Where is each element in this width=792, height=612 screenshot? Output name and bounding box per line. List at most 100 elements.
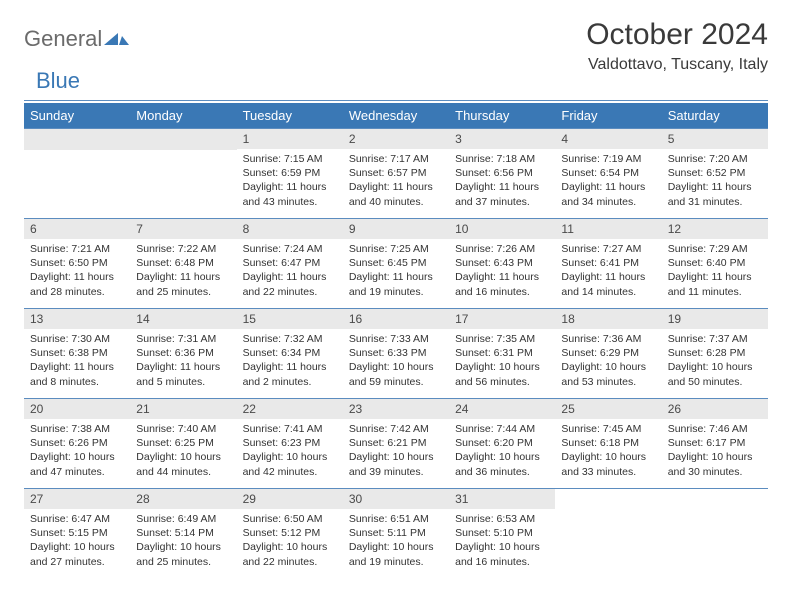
day-details: Sunrise: 7:19 AMSunset: 6:54 PMDaylight:… bbox=[555, 149, 661, 215]
empty-day-header bbox=[130, 129, 236, 150]
calendar-day: 30Sunrise: 6:51 AMSunset: 5:11 PMDayligh… bbox=[343, 489, 449, 579]
calendar-empty bbox=[130, 129, 236, 219]
day-number: 29 bbox=[237, 489, 343, 509]
top-rule bbox=[24, 100, 768, 101]
calendar-day: 10Sunrise: 7:26 AMSunset: 6:43 PMDayligh… bbox=[449, 219, 555, 309]
calendar-row: 20Sunrise: 7:38 AMSunset: 6:26 PMDayligh… bbox=[24, 399, 768, 489]
day-number: 20 bbox=[24, 399, 130, 419]
day-details: Sunrise: 6:49 AMSunset: 5:14 PMDaylight:… bbox=[130, 509, 236, 575]
day-number: 9 bbox=[343, 219, 449, 239]
day-details: Sunrise: 7:44 AMSunset: 6:20 PMDaylight:… bbox=[449, 419, 555, 485]
day-details: Sunrise: 7:41 AMSunset: 6:23 PMDaylight:… bbox=[237, 419, 343, 485]
day-details: Sunrise: 7:22 AMSunset: 6:48 PMDaylight:… bbox=[130, 239, 236, 305]
day-details: Sunrise: 7:17 AMSunset: 6:57 PMDaylight:… bbox=[343, 149, 449, 215]
calendar-row: 27Sunrise: 6:47 AMSunset: 5:15 PMDayligh… bbox=[24, 489, 768, 579]
calendar-day: 23Sunrise: 7:42 AMSunset: 6:21 PMDayligh… bbox=[343, 399, 449, 489]
day-details: Sunrise: 7:33 AMSunset: 6:33 PMDaylight:… bbox=[343, 329, 449, 395]
day-number: 4 bbox=[555, 129, 661, 149]
calendar-day: 14Sunrise: 7:31 AMSunset: 6:36 PMDayligh… bbox=[130, 309, 236, 399]
calendar-row: 6Sunrise: 7:21 AMSunset: 6:50 PMDaylight… bbox=[24, 219, 768, 309]
day-number: 27 bbox=[24, 489, 130, 509]
day-details: Sunrise: 7:37 AMSunset: 6:28 PMDaylight:… bbox=[662, 329, 768, 395]
day-details: Sunrise: 7:18 AMSunset: 6:56 PMDaylight:… bbox=[449, 149, 555, 215]
calendar-day: 5Sunrise: 7:20 AMSunset: 6:52 PMDaylight… bbox=[662, 129, 768, 219]
weekday-header-row: SundayMondayTuesdayWednesdayThursdayFrid… bbox=[24, 103, 768, 129]
calendar-day: 9Sunrise: 7:25 AMSunset: 6:45 PMDaylight… bbox=[343, 219, 449, 309]
day-details: Sunrise: 7:32 AMSunset: 6:34 PMDaylight:… bbox=[237, 329, 343, 395]
day-details: Sunrise: 7:42 AMSunset: 6:21 PMDaylight:… bbox=[343, 419, 449, 485]
calendar-day: 11Sunrise: 7:27 AMSunset: 6:41 PMDayligh… bbox=[555, 219, 661, 309]
day-number: 22 bbox=[237, 399, 343, 419]
calendar-day: 7Sunrise: 7:22 AMSunset: 6:48 PMDaylight… bbox=[130, 219, 236, 309]
day-number: 30 bbox=[343, 489, 449, 509]
day-details: Sunrise: 7:26 AMSunset: 6:43 PMDaylight:… bbox=[449, 239, 555, 305]
day-details: Sunrise: 6:50 AMSunset: 5:12 PMDaylight:… bbox=[237, 509, 343, 575]
calendar-empty bbox=[555, 489, 661, 579]
day-details: Sunrise: 7:45 AMSunset: 6:18 PMDaylight:… bbox=[555, 419, 661, 485]
day-number: 1 bbox=[237, 129, 343, 149]
day-number: 25 bbox=[555, 399, 661, 419]
calendar-day: 3Sunrise: 7:18 AMSunset: 6:56 PMDaylight… bbox=[449, 129, 555, 219]
calendar-day: 15Sunrise: 7:32 AMSunset: 6:34 PMDayligh… bbox=[237, 309, 343, 399]
day-details: Sunrise: 6:51 AMSunset: 5:11 PMDaylight:… bbox=[343, 509, 449, 575]
month-title: October 2024 bbox=[586, 18, 768, 52]
weekday-header: Wednesday bbox=[343, 103, 449, 129]
calendar-day: 29Sunrise: 6:50 AMSunset: 5:12 PMDayligh… bbox=[237, 489, 343, 579]
day-number: 23 bbox=[343, 399, 449, 419]
brand-text-1: General bbox=[24, 26, 102, 52]
calendar-day: 28Sunrise: 6:49 AMSunset: 5:14 PMDayligh… bbox=[130, 489, 236, 579]
day-number: 17 bbox=[449, 309, 555, 329]
calendar-day: 12Sunrise: 7:29 AMSunset: 6:40 PMDayligh… bbox=[662, 219, 768, 309]
calendar-day: 24Sunrise: 7:44 AMSunset: 6:20 PMDayligh… bbox=[449, 399, 555, 489]
day-details: Sunrise: 7:35 AMSunset: 6:31 PMDaylight:… bbox=[449, 329, 555, 395]
day-details: Sunrise: 7:24 AMSunset: 6:47 PMDaylight:… bbox=[237, 239, 343, 305]
calendar-row: 13Sunrise: 7:30 AMSunset: 6:38 PMDayligh… bbox=[24, 309, 768, 399]
day-details: Sunrise: 7:27 AMSunset: 6:41 PMDaylight:… bbox=[555, 239, 661, 305]
calendar-day: 2Sunrise: 7:17 AMSunset: 6:57 PMDaylight… bbox=[343, 129, 449, 219]
weekday-header: Sunday bbox=[24, 103, 130, 129]
calendar-day: 13Sunrise: 7:30 AMSunset: 6:38 PMDayligh… bbox=[24, 309, 130, 399]
empty-day-header bbox=[24, 129, 130, 150]
day-details: Sunrise: 7:31 AMSunset: 6:36 PMDaylight:… bbox=[130, 329, 236, 395]
day-details: Sunrise: 7:36 AMSunset: 6:29 PMDaylight:… bbox=[555, 329, 661, 395]
day-number: 24 bbox=[449, 399, 555, 419]
day-number: 2 bbox=[343, 129, 449, 149]
calendar-day: 8Sunrise: 7:24 AMSunset: 6:47 PMDaylight… bbox=[237, 219, 343, 309]
calendar-day: 16Sunrise: 7:33 AMSunset: 6:33 PMDayligh… bbox=[343, 309, 449, 399]
day-details: Sunrise: 7:25 AMSunset: 6:45 PMDaylight:… bbox=[343, 239, 449, 305]
day-number: 11 bbox=[555, 219, 661, 239]
weekday-header: Tuesday bbox=[237, 103, 343, 129]
calendar-day: 20Sunrise: 7:38 AMSunset: 6:26 PMDayligh… bbox=[24, 399, 130, 489]
day-number: 28 bbox=[130, 489, 236, 509]
calendar-day: 19Sunrise: 7:37 AMSunset: 6:28 PMDayligh… bbox=[662, 309, 768, 399]
weekday-header: Friday bbox=[555, 103, 661, 129]
brand-icon bbox=[104, 27, 130, 52]
calendar-day: 17Sunrise: 7:35 AMSunset: 6:31 PMDayligh… bbox=[449, 309, 555, 399]
brand-text-2: Blue bbox=[36, 68, 80, 94]
calendar-day: 25Sunrise: 7:45 AMSunset: 6:18 PMDayligh… bbox=[555, 399, 661, 489]
day-number: 8 bbox=[237, 219, 343, 239]
day-details: Sunrise: 7:21 AMSunset: 6:50 PMDaylight:… bbox=[24, 239, 130, 305]
day-number: 16 bbox=[343, 309, 449, 329]
weekday-header: Monday bbox=[130, 103, 236, 129]
calendar-day: 26Sunrise: 7:46 AMSunset: 6:17 PMDayligh… bbox=[662, 399, 768, 489]
day-number: 12 bbox=[662, 219, 768, 239]
day-number: 18 bbox=[555, 309, 661, 329]
day-details: Sunrise: 6:47 AMSunset: 5:15 PMDaylight:… bbox=[24, 509, 130, 575]
calendar-day: 6Sunrise: 7:21 AMSunset: 6:50 PMDaylight… bbox=[24, 219, 130, 309]
calendar-day: 27Sunrise: 6:47 AMSunset: 5:15 PMDayligh… bbox=[24, 489, 130, 579]
day-number: 14 bbox=[130, 309, 236, 329]
day-number: 3 bbox=[449, 129, 555, 149]
day-number: 7 bbox=[130, 219, 236, 239]
day-number: 15 bbox=[237, 309, 343, 329]
day-details: Sunrise: 7:40 AMSunset: 6:25 PMDaylight:… bbox=[130, 419, 236, 485]
day-details: Sunrise: 7:46 AMSunset: 6:17 PMDaylight:… bbox=[662, 419, 768, 485]
day-details: Sunrise: 7:15 AMSunset: 6:59 PMDaylight:… bbox=[237, 149, 343, 215]
calendar-empty bbox=[662, 489, 768, 579]
calendar-day: 22Sunrise: 7:41 AMSunset: 6:23 PMDayligh… bbox=[237, 399, 343, 489]
day-details: Sunrise: 6:53 AMSunset: 5:10 PMDaylight:… bbox=[449, 509, 555, 575]
day-number: 21 bbox=[130, 399, 236, 419]
location: Valdottavo, Tuscany, Italy bbox=[586, 56, 768, 74]
brand-logo: General bbox=[24, 18, 132, 52]
calendar-table: SundayMondayTuesdayWednesdayThursdayFrid… bbox=[24, 103, 768, 579]
